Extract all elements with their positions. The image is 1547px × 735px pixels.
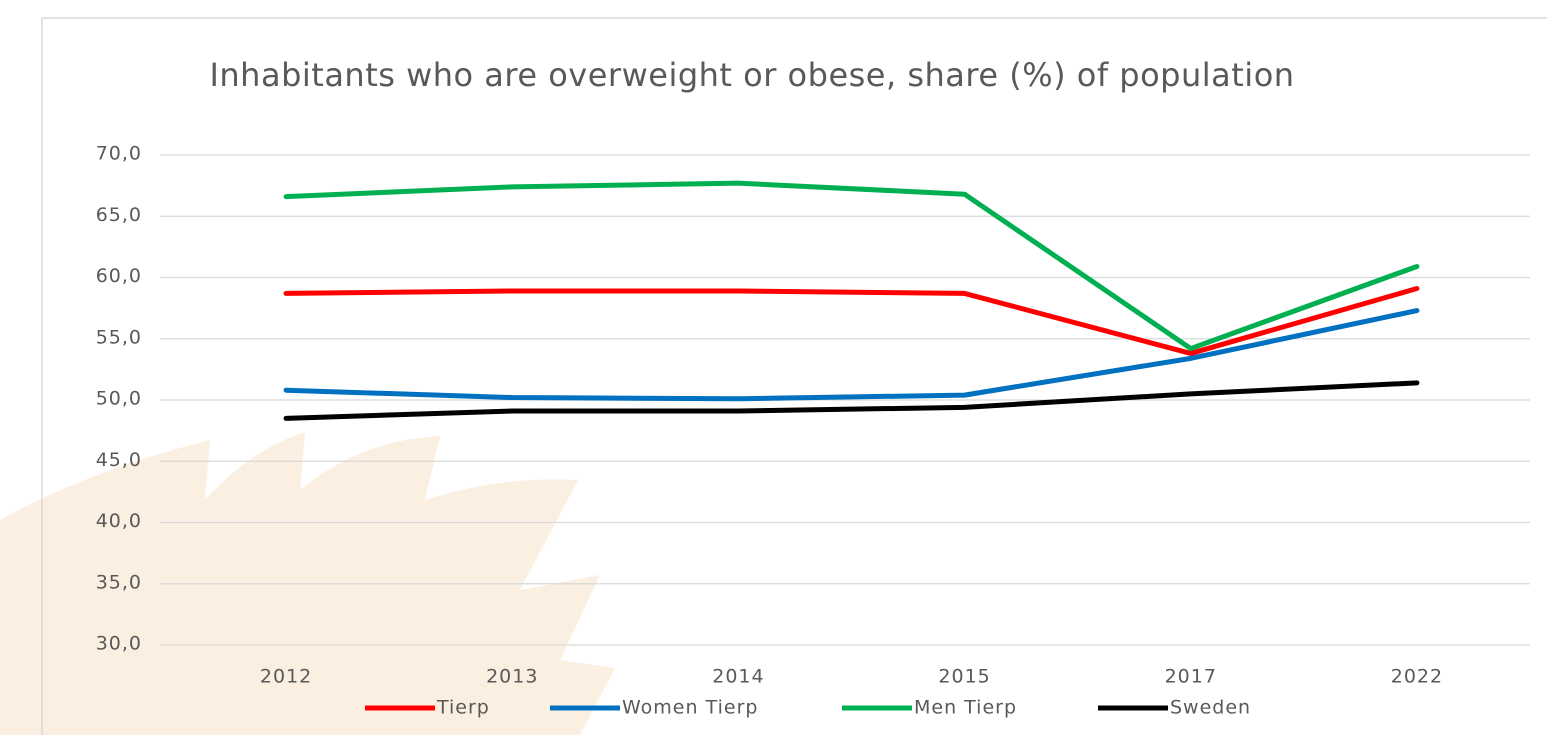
series-line	[283, 286, 1420, 356]
y-tick-label: 40,0	[96, 510, 142, 532]
series-line	[283, 308, 1420, 402]
x-tick-label: 2013	[486, 666, 538, 688]
y-tick-label: 50,0	[96, 388, 142, 410]
chart-title: Inhabitants who are overweight or obese,…	[209, 56, 1295, 94]
legend-label: Women Tierp	[622, 697, 758, 719]
y-tick-label: 60,0	[96, 265, 142, 287]
x-tick-label: 2012	[260, 666, 312, 688]
x-tick-label: 2015	[938, 666, 990, 688]
x-tick-label: 2017	[1165, 666, 1217, 688]
legend-label: Tierp	[436, 697, 490, 719]
y-tick-label: 30,0	[96, 633, 142, 655]
x-tick-label: 2022	[1391, 666, 1443, 688]
y-tick-label: 70,0	[96, 143, 142, 165]
series-line	[283, 180, 1420, 352]
y-tick-label: 65,0	[96, 204, 142, 226]
legend-label: Men Tierp	[914, 697, 1017, 719]
y-tick-label: 45,0	[96, 449, 142, 471]
x-tick-label: 2014	[712, 666, 764, 688]
chart-border	[41, 17, 1547, 735]
y-tick-label: 35,0	[96, 571, 142, 593]
series-line	[283, 380, 1420, 421]
y-tick-label: 55,0	[96, 326, 142, 348]
legend-label: Sweden	[1170, 697, 1251, 719]
